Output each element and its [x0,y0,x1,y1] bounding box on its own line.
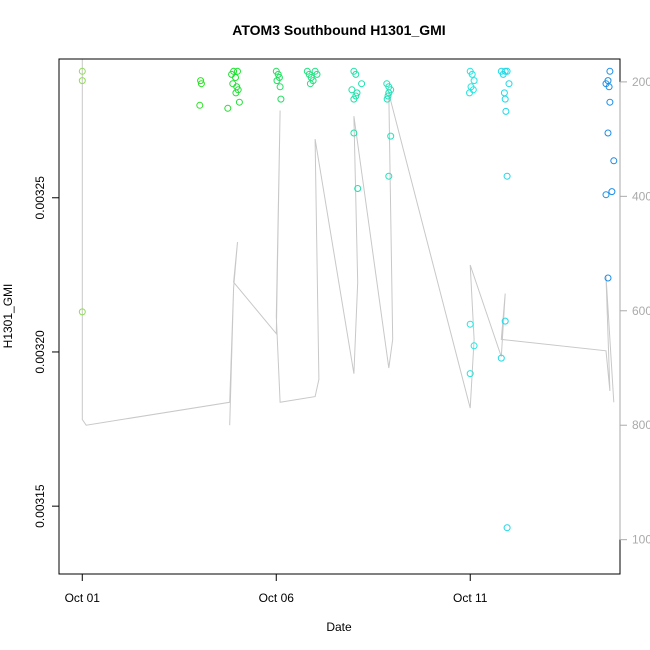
x-axis: Oct 01 Oct 06 Oct 11 [65,573,488,605]
y-axis: 0.00315 0.00320 0.00325 [33,176,60,528]
x-axis-label: Date [326,620,352,634]
data-point [608,188,616,196]
data-point [352,70,360,78]
data-point [503,67,511,75]
data-point [605,83,613,91]
data-point [604,274,612,282]
data-point [387,132,395,140]
altitude-trace-layer [81,59,615,426]
right-tick-label: 600 [632,304,650,318]
data-point [78,77,86,85]
data-point [502,107,510,115]
chart-title: ATOM3 Southbound H1301_GMI [232,22,445,38]
data-point [385,89,393,97]
altitude-trace-line [81,59,615,426]
data-point [313,70,321,78]
data-point [604,129,612,137]
data-point [385,172,393,180]
data-point [505,80,513,88]
data-point [354,185,362,192]
data-point [197,80,205,88]
data-point [306,80,314,88]
data-point [501,67,509,75]
data-point [352,92,360,100]
x-tick-label: Oct 01 [65,591,101,605]
data-point [468,70,476,78]
data-point [232,89,240,97]
right-axis: 200 400 600 800 1000 [619,75,650,547]
data-point [606,67,614,75]
data-point [276,83,284,91]
data-point [466,89,473,97]
data-point [466,370,474,378]
x-tick-label: Oct 06 [259,591,295,605]
right-tick-label: 400 [632,189,650,203]
right-tick-label: 200 [632,75,650,89]
data-point [277,95,285,103]
data-points-layer [78,67,618,532]
data-point [273,77,281,85]
data-point [383,95,391,103]
x-tick-label: Oct 11 [453,591,488,605]
data-point [197,77,205,85]
y-tick-label: 0.00315 [33,484,47,528]
data-point [348,86,356,94]
data-point [497,354,505,362]
data-point [602,191,610,199]
data-point [353,89,361,97]
data-point [232,74,239,81]
data-point [235,98,243,106]
data-point [503,524,511,532]
data-point [78,67,86,75]
data-point [606,98,614,106]
data-point [466,320,474,328]
data-point [470,342,478,350]
data-point [224,104,232,112]
data-point [230,67,238,75]
y-tick-label: 0.00320 [33,330,47,374]
data-point [501,95,509,103]
data-point [234,67,241,75]
right-tick-label: 800 [632,418,650,432]
data-point [501,317,509,325]
data-point [358,80,366,88]
data-point [384,92,392,100]
y-axis-label: H1301_GMI [1,284,15,349]
data-point [470,77,478,85]
y-tick-label: 0.00325 [33,176,47,220]
data-point [196,101,204,109]
data-point [350,129,358,137]
data-point [503,172,511,180]
data-point [610,157,618,165]
right-tick-label: 1000 [632,533,650,547]
data-point [78,308,86,316]
